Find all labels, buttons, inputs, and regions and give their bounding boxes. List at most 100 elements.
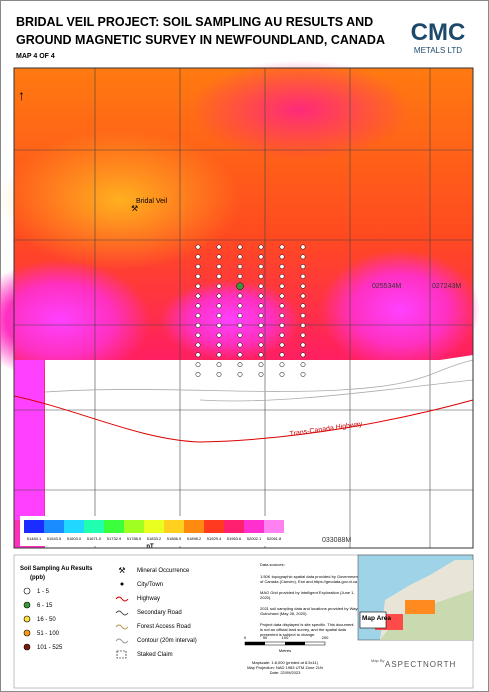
scale-label: 100 xyxy=(282,635,289,640)
legend-symbol xyxy=(23,587,31,595)
colorbar-label: 51833.2 xyxy=(147,536,162,541)
sample-point xyxy=(279,362,285,368)
sample-point xyxy=(300,244,306,250)
sample-point xyxy=(237,342,243,348)
legend-title: Soil Sampling Au Results xyxy=(20,566,93,572)
colorbar-swatch xyxy=(264,520,284,533)
legend-symbol xyxy=(23,629,31,637)
colorbar-swatch xyxy=(224,520,244,533)
sample-point xyxy=(195,371,201,377)
colorbar-label: 51543.5 xyxy=(47,536,62,541)
claim-label: 025534M xyxy=(372,283,401,290)
sample-point xyxy=(195,293,201,299)
legend-label: 6 - 15 xyxy=(37,603,53,609)
sample-point xyxy=(237,313,243,319)
sample-point xyxy=(216,322,222,328)
sample-point xyxy=(300,293,306,299)
sample-point xyxy=(300,264,306,270)
legend-icon xyxy=(115,610,129,616)
sample-point xyxy=(195,244,201,250)
legend-label: 51 - 100 xyxy=(37,631,60,637)
sample-point xyxy=(300,342,306,348)
sample-point xyxy=(279,254,285,260)
sample-point xyxy=(195,273,201,279)
sample-point xyxy=(237,254,243,260)
sample-point xyxy=(216,254,222,260)
mineral-icon: ⚒ xyxy=(131,204,138,213)
colorbar-label: 51788.5 xyxy=(127,536,142,541)
sample-point xyxy=(237,371,243,377)
contour xyxy=(44,359,474,393)
sample-point xyxy=(258,244,264,250)
colorbar-swatch xyxy=(164,520,184,533)
sample-point xyxy=(195,342,201,348)
legend-label: Contour (20m interval) xyxy=(137,638,197,644)
legend-label: Mineral Occurrence xyxy=(137,568,190,574)
sample-point xyxy=(300,371,306,377)
map-info: Mapscale: 1:6,000 (printed at 8.5x11) xyxy=(252,660,319,665)
sample-point xyxy=(237,332,243,338)
inset-map: Map Area xyxy=(357,554,474,641)
brand: ASPECTNORTH xyxy=(385,660,456,669)
subtitle: MAP 4 OF 4 xyxy=(16,53,55,60)
colorbar-label: 51929.4 xyxy=(207,536,222,541)
sample-point xyxy=(195,322,201,328)
colorbar-label: 51866.9 xyxy=(167,536,182,541)
sample-point xyxy=(237,273,243,279)
legend-icon xyxy=(116,650,127,659)
legend-symbol xyxy=(23,643,31,651)
sample-point xyxy=(195,352,201,358)
colorbar-label: 51732.9 xyxy=(107,536,122,541)
sample-point xyxy=(300,303,306,309)
colorbar-label: 52002.1 xyxy=(247,536,262,541)
legend-icon xyxy=(115,624,129,630)
legend-icon xyxy=(115,638,129,644)
sample-point xyxy=(216,371,222,377)
mag-blob xyxy=(190,60,410,160)
claim-label: 033088M xyxy=(322,537,351,544)
sample-point xyxy=(237,352,243,358)
title: BRIDAL VEIL PROJECT: SOIL SAMPLING AU RE… xyxy=(16,15,373,29)
sample-point xyxy=(216,313,222,319)
sample-point xyxy=(300,322,306,328)
sample-point xyxy=(195,303,201,309)
logo-sub: METALS LTD xyxy=(414,46,462,55)
colorbar-swatch xyxy=(24,520,44,533)
legend-label: 1 - 5 xyxy=(37,589,50,595)
sample-point xyxy=(237,362,243,368)
legend-label: Forest Access Road xyxy=(137,624,191,630)
sample-point xyxy=(216,332,222,338)
colorbar-unit: nT xyxy=(146,544,154,550)
colorbar-label: 51963.6 xyxy=(227,536,242,541)
colorbar-label: 51603.0 xyxy=(67,536,82,541)
sample-point xyxy=(300,352,306,358)
sample-point xyxy=(195,283,201,289)
sample-point xyxy=(258,254,264,260)
sample-point xyxy=(300,332,306,338)
north-arrow: ↑ xyxy=(18,87,25,103)
colorbar-swatch xyxy=(64,520,84,533)
colorbar-swatch xyxy=(84,520,104,533)
credit: Map By xyxy=(371,658,385,663)
sample-point xyxy=(258,342,264,348)
sample-point xyxy=(237,322,243,328)
sample-point xyxy=(258,352,264,358)
sources-text: MAG Grid provided by Intelligent Explora… xyxy=(260,590,355,600)
sample-point xyxy=(258,313,264,319)
sample-point xyxy=(279,313,285,319)
highway xyxy=(13,395,474,443)
mag-blob xyxy=(0,130,240,270)
colorbar-swatch xyxy=(204,520,224,533)
colorbar-swatch xyxy=(104,520,124,533)
sample-point xyxy=(216,244,222,250)
sample-point xyxy=(279,264,285,270)
sources-heading: Data sources: xyxy=(260,562,285,567)
sample-point xyxy=(216,264,222,270)
sample-point xyxy=(300,283,306,289)
no-data xyxy=(440,355,473,548)
sample-point xyxy=(279,352,285,358)
sources-text: 2021 soil sampling data and locations pr… xyxy=(260,606,363,616)
colorbar-label: 52061.8 xyxy=(267,536,282,541)
sample-point xyxy=(216,273,222,279)
sample-point xyxy=(236,282,244,290)
